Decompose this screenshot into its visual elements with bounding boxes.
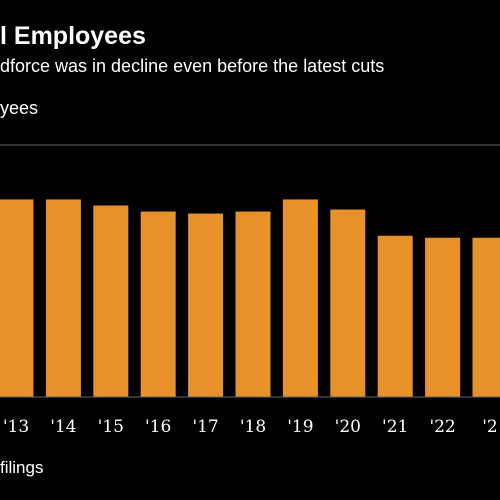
y-axis-label: yees bbox=[0, 98, 39, 118]
x-tick-label: '14 bbox=[50, 417, 76, 437]
x-tick-label: '19 bbox=[287, 417, 313, 437]
bar-17 bbox=[188, 213, 224, 397]
bar-14 bbox=[45, 199, 81, 397]
bar-18 bbox=[235, 211, 271, 397]
bar-15 bbox=[93, 205, 129, 397]
bar-22 bbox=[425, 237, 461, 397]
bars-group bbox=[0, 199, 500, 397]
chart-subtitle: dforce was in decline even before the la… bbox=[0, 56, 385, 76]
bar-20 bbox=[330, 209, 366, 397]
x-tick-label: '18 bbox=[240, 417, 266, 437]
x-tick-label: '2 bbox=[482, 417, 498, 437]
x-tick-label: '22 bbox=[429, 417, 455, 437]
x-tick-label: '13 bbox=[3, 417, 29, 437]
bar-19 bbox=[282, 199, 318, 397]
bar-21 bbox=[377, 235, 413, 397]
x-tick-label: '15 bbox=[98, 417, 124, 437]
x-tick-label: '20 bbox=[335, 417, 361, 437]
bar-16 bbox=[140, 211, 176, 397]
bar-2 bbox=[472, 237, 500, 397]
bar-13 bbox=[0, 199, 34, 397]
x-tick-label: '21 bbox=[382, 417, 408, 437]
source-note: filings bbox=[0, 458, 44, 477]
x-tick-labels: '13 '14 '15 '16 '17 '18 '19 '20 '21 '22 '2 bbox=[3, 417, 498, 437]
x-tick-label: '17 bbox=[192, 417, 218, 437]
x-tick-label: '16 bbox=[145, 417, 171, 437]
chart-title: l Employees bbox=[0, 22, 146, 50]
